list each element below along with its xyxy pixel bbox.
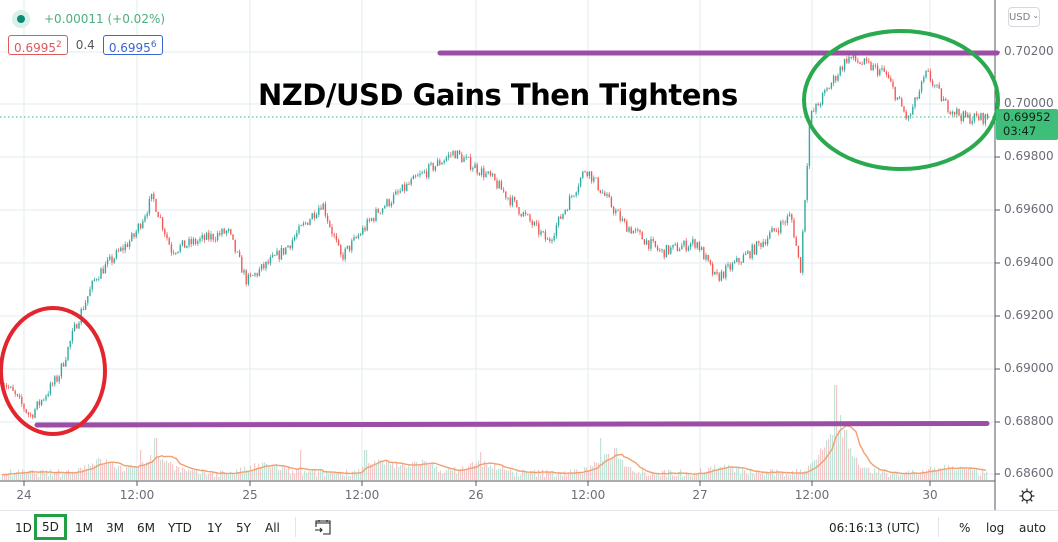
price-scale-label: 0.69200 xyxy=(1004,308,1054,322)
bottom-toolbar: 1D 5D 1M 3M 6M YTD 1Y 5Y All 06:16:13 (U… xyxy=(0,510,1058,542)
ask-price-pip: 6 xyxy=(150,40,157,50)
range-3m-button[interactable]: 3M xyxy=(106,521,124,535)
range-5y-button[interactable]: 5Y xyxy=(236,521,251,535)
time-scale-label: 12:00 xyxy=(119,488,155,502)
last-price-tag: 0.69952 03:47 xyxy=(996,109,1058,140)
time-scale-label: 12:00 xyxy=(794,488,830,502)
time-scale-label: 26 xyxy=(468,488,484,502)
grid-lines xyxy=(0,0,995,481)
range-1m-button[interactable]: 1M xyxy=(75,521,93,535)
early-rally-ellipse xyxy=(0,306,107,436)
settings-gear-icon[interactable] xyxy=(1018,487,1036,505)
price-scale-label: 0.70000 xyxy=(1004,96,1054,110)
legend-quote-row: 0.69952 0.4 0.69956 xyxy=(8,35,163,55)
price-scale-label: 0.68600 xyxy=(1004,466,1054,480)
chevron-down-icon: ⌄ xyxy=(1032,11,1040,20)
price-scale-label: 0.69800 xyxy=(1004,149,1054,163)
range-all-button[interactable]: All xyxy=(265,521,280,535)
time-scale-label: 25 xyxy=(242,488,258,502)
candlesticks xyxy=(1,53,989,420)
toolbar-divider xyxy=(295,517,296,537)
time-scale-label: 30 xyxy=(922,488,938,502)
percent-scale-toggle[interactable]: % xyxy=(959,521,971,535)
range-6m-button[interactable]: 6M xyxy=(137,521,155,535)
range-1d-button[interactable]: 1D xyxy=(15,521,32,535)
buy-button[interactable]: 0.69956 xyxy=(102,35,163,55)
time-scale-label: 24 xyxy=(16,488,32,502)
chart-title-annotation: NZD/USD Gains Then Tightens xyxy=(258,78,738,112)
price-scale-label: 0.69400 xyxy=(1004,255,1054,269)
range-1y-button[interactable]: 1Y xyxy=(207,521,222,535)
chart-canvas[interactable] xyxy=(0,0,1058,510)
price-scale-label: 0.70200 xyxy=(1004,44,1054,58)
go-to-date-icon[interactable] xyxy=(314,519,332,535)
range-5d-button[interactable]: 5D xyxy=(34,514,67,540)
price-scale-label: 0.68800 xyxy=(1004,414,1054,428)
volume-ma-line xyxy=(1,425,987,476)
auto-scale-toggle[interactable]: auto xyxy=(1019,521,1047,535)
legend-change-row: +0.00011 (+0.02%) xyxy=(12,9,165,29)
spread-value: 0.4 xyxy=(75,38,95,52)
range-ytd-button[interactable]: YTD xyxy=(168,521,192,535)
market-status-icon xyxy=(12,10,30,28)
price-change: +0.00011 (+0.02%) xyxy=(44,12,166,26)
price-scale-label: 0.69000 xyxy=(1004,361,1054,375)
time-scale-label: 27 xyxy=(692,488,708,502)
utc-clock[interactable]: 06:16:13 (UTC) xyxy=(829,521,920,535)
ask-price: 0.6995 xyxy=(108,41,151,55)
consolidation-ellipse xyxy=(802,29,1000,171)
currency-selector[interactable]: USD ⌄ xyxy=(1008,7,1040,27)
bid-price: 0.6995 xyxy=(14,41,56,55)
sell-button[interactable]: 0.69952 xyxy=(8,35,68,55)
toolbar-divider xyxy=(938,517,939,537)
currency-label: USD xyxy=(1008,11,1031,23)
log-scale-toggle[interactable]: log xyxy=(986,521,1005,535)
last-price-value: 0.69952 xyxy=(1003,110,1051,124)
support-line xyxy=(34,421,990,428)
bid-price-pip: 2 xyxy=(56,40,62,50)
volume-bars xyxy=(2,385,988,480)
time-scale-label: 12:00 xyxy=(344,488,380,502)
price-scale-label: 0.69600 xyxy=(1004,202,1054,216)
time-scale-label: 12:00 xyxy=(570,488,606,502)
bar-countdown: 03:47 xyxy=(1003,124,1037,138)
